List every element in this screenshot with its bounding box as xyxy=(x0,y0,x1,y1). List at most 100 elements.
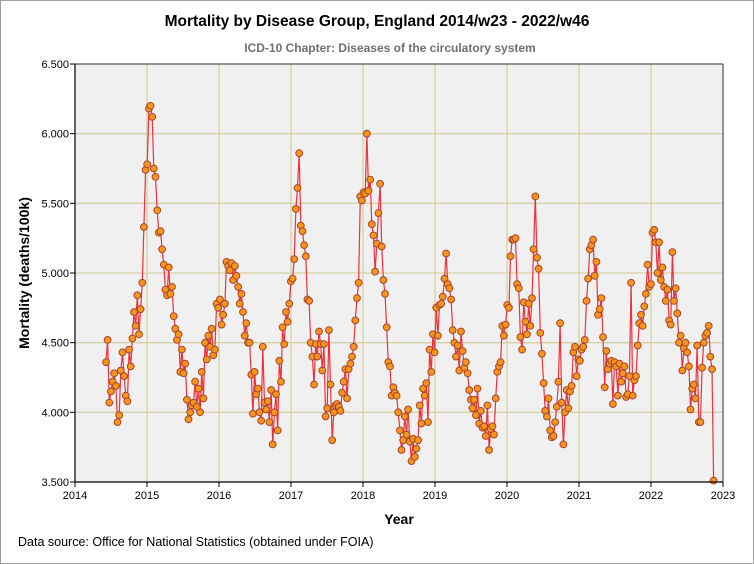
data-point xyxy=(374,209,383,218)
data-point xyxy=(367,220,376,229)
data-point xyxy=(668,248,677,257)
data-point xyxy=(321,412,330,421)
data-point xyxy=(219,310,228,319)
y-tick-label: 3.500 xyxy=(41,477,69,489)
chart-subtitle: ICD-10 Chapter: Diseases of the circulat… xyxy=(244,41,535,55)
data-point xyxy=(386,362,394,371)
data-point xyxy=(120,372,128,381)
data-point xyxy=(589,235,597,244)
data-point xyxy=(554,377,563,386)
data-point xyxy=(194,384,203,393)
y-ticks: 3.500 4.000 4.500 5.000 5.500 6.000 6.500 xyxy=(41,59,75,489)
data-point xyxy=(618,369,627,378)
data-point xyxy=(424,418,432,427)
data-point xyxy=(174,330,183,339)
y-tick-label: 6.000 xyxy=(41,129,69,141)
data-point xyxy=(126,362,135,371)
data-point xyxy=(313,352,322,361)
data-point xyxy=(434,331,442,340)
data-point xyxy=(133,291,142,300)
data-point xyxy=(354,278,363,287)
data-point xyxy=(463,369,472,378)
data-point xyxy=(458,347,467,355)
data-point xyxy=(640,302,649,311)
data-point xyxy=(465,386,474,394)
data-point xyxy=(557,398,566,407)
data-point xyxy=(148,113,157,121)
data-point xyxy=(179,369,188,378)
data-point xyxy=(135,330,143,339)
data-point xyxy=(404,405,413,414)
data-point xyxy=(506,252,515,261)
data-point xyxy=(420,391,429,400)
data-point xyxy=(516,333,525,342)
data-point xyxy=(392,391,401,400)
data-point xyxy=(678,366,687,375)
y-tick-label: 6.500 xyxy=(41,59,69,71)
data-point xyxy=(572,372,581,381)
data-point xyxy=(709,476,718,485)
data-point xyxy=(305,297,314,305)
data-point xyxy=(346,359,355,368)
data-point xyxy=(258,342,267,351)
data-point xyxy=(485,446,494,454)
data-point xyxy=(590,271,599,280)
data-point xyxy=(116,366,125,375)
data-point xyxy=(706,352,715,361)
data-point xyxy=(501,320,510,329)
data-point xyxy=(614,391,622,400)
data-point xyxy=(234,283,243,291)
data-point xyxy=(637,310,645,319)
x-tick-label: 2019 xyxy=(423,490,447,502)
data-point xyxy=(235,299,244,308)
data-point xyxy=(158,245,167,254)
data-point xyxy=(480,422,489,431)
data-point xyxy=(130,308,138,316)
data-point xyxy=(447,295,456,304)
data-point xyxy=(290,255,299,264)
data-point xyxy=(524,299,533,308)
data-point xyxy=(453,341,462,350)
data-point xyxy=(571,342,579,351)
data-point xyxy=(197,368,206,376)
data-point xyxy=(267,386,276,394)
data-point xyxy=(552,402,561,411)
data-point xyxy=(683,348,692,357)
data-point xyxy=(183,395,191,404)
data-point xyxy=(427,368,436,376)
data-source-footer: Data source: Office for National Statist… xyxy=(18,535,374,549)
data-point xyxy=(543,412,551,421)
data-point xyxy=(292,205,300,213)
data-point xyxy=(211,345,219,354)
data-point xyxy=(500,331,508,340)
data-point xyxy=(103,336,112,344)
data-point xyxy=(536,329,545,337)
data-point xyxy=(376,179,385,188)
data-point xyxy=(178,345,186,354)
data-point xyxy=(448,326,457,335)
data-point xyxy=(349,342,358,351)
data-point xyxy=(476,407,485,415)
data-point xyxy=(491,394,500,403)
data-point xyxy=(691,394,700,403)
data-point xyxy=(113,418,122,427)
data-point xyxy=(529,245,538,254)
data-point xyxy=(283,317,292,326)
data-point xyxy=(643,260,652,269)
data-point xyxy=(181,359,190,368)
data-point xyxy=(363,129,371,138)
data-point xyxy=(110,369,119,378)
data-point xyxy=(272,390,280,399)
data-point xyxy=(462,358,470,367)
data-point xyxy=(377,242,386,251)
data-point xyxy=(708,365,716,374)
data-point xyxy=(417,419,426,428)
data-point xyxy=(257,416,266,425)
data-point xyxy=(255,408,264,417)
data-point xyxy=(544,394,553,403)
data-point xyxy=(579,342,588,351)
data-point xyxy=(351,316,360,325)
data-point xyxy=(140,223,148,231)
y-tick-label: 4.000 xyxy=(41,407,69,419)
data-point xyxy=(164,263,173,272)
